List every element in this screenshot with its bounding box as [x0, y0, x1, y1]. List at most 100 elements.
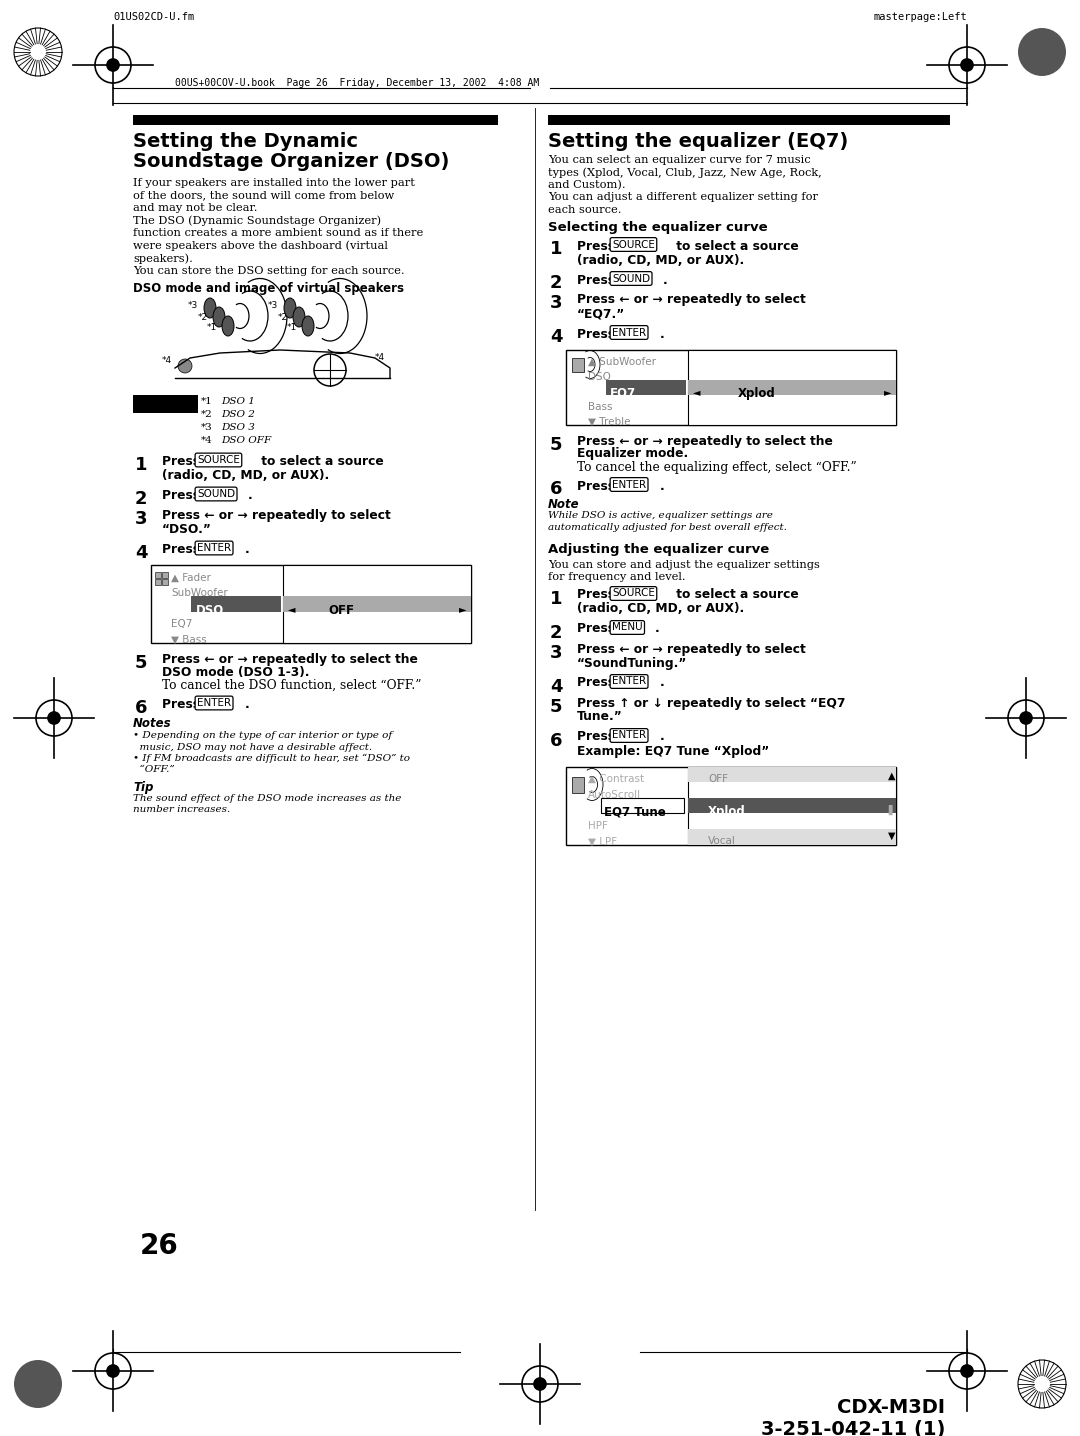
- Text: ►: ►: [885, 386, 891, 396]
- Text: Vocal: Vocal: [708, 836, 735, 846]
- Text: 5: 5: [550, 698, 563, 715]
- Text: ENTER: ENTER: [197, 543, 231, 553]
- Text: ◄: ◄: [693, 386, 701, 396]
- Text: Xplod: Xplod: [708, 806, 746, 819]
- Text: EQ7 Tune: EQ7 Tune: [604, 806, 665, 819]
- Text: Equalizer mode.: Equalizer mode.: [577, 448, 688, 461]
- Text: Press ← or → repeatedly to select: Press ← or → repeatedly to select: [577, 293, 806, 306]
- Text: *3: *3: [201, 424, 213, 432]
- Text: 4: 4: [135, 544, 148, 561]
- Bar: [606, 379, 686, 395]
- Text: *3: *3: [188, 302, 199, 310]
- Text: ▼ Treble: ▼ Treble: [588, 416, 631, 426]
- Text: 3: 3: [550, 643, 563, 662]
- Text: 6: 6: [550, 731, 563, 750]
- Text: *3: *3: [268, 302, 279, 310]
- Text: SOUND: SOUND: [197, 490, 235, 498]
- Text: MENU: MENU: [612, 622, 643, 632]
- Ellipse shape: [222, 316, 234, 336]
- Text: *4: *4: [201, 437, 213, 445]
- Bar: [572, 777, 584, 793]
- Text: To cancel the equalizing effect, select “OFF.”: To cancel the equalizing effect, select …: [577, 461, 856, 474]
- Text: Setting the Dynamic: Setting the Dynamic: [133, 132, 357, 151]
- Text: 2: 2: [550, 623, 563, 642]
- Text: Press: Press: [162, 698, 204, 711]
- Text: While DSO is active, equalizer settings are: While DSO is active, equalizer settings …: [548, 511, 773, 520]
- Text: .: .: [660, 480, 665, 493]
- Text: 2: 2: [550, 274, 563, 293]
- Text: function creates a more ambient sound as if there: function creates a more ambient sound as…: [133, 228, 423, 238]
- Ellipse shape: [204, 299, 216, 317]
- Text: 1: 1: [550, 240, 563, 258]
- Text: Note: Note: [548, 498, 580, 511]
- Text: Selecting the equalizer curve: Selecting the equalizer curve: [548, 221, 768, 234]
- Text: 26: 26: [140, 1232, 179, 1259]
- Text: 6: 6: [550, 481, 563, 498]
- Ellipse shape: [213, 307, 225, 327]
- Text: *4: *4: [162, 356, 172, 365]
- Text: HPF: HPF: [588, 821, 608, 831]
- Text: Press: Press: [577, 622, 619, 636]
- Text: “SoundTuning.”: “SoundTuning.”: [577, 656, 687, 669]
- Circle shape: [48, 712, 60, 724]
- Text: 3: 3: [550, 294, 563, 313]
- Text: ENTER: ENTER: [197, 698, 231, 708]
- Bar: [600, 798, 684, 813]
- Text: 01US02CD-U.fm: 01US02CD-U.fm: [113, 11, 194, 22]
- Text: DSO OFF: DSO OFF: [221, 437, 271, 445]
- Text: Bass: Bass: [588, 402, 612, 412]
- Text: ▲ Fader: ▲ Fader: [171, 573, 211, 583]
- Text: ▐: ▐: [885, 806, 891, 816]
- Text: SubWoofer: SubWoofer: [171, 589, 228, 597]
- Text: SOURCE: SOURCE: [612, 589, 654, 599]
- Text: Press: Press: [577, 676, 619, 689]
- Circle shape: [107, 1366, 119, 1377]
- Text: OFF: OFF: [328, 603, 354, 616]
- Text: *1: *1: [201, 396, 213, 406]
- Text: *1: *1: [207, 323, 217, 332]
- Circle shape: [178, 359, 192, 373]
- Bar: [191, 596, 281, 612]
- Text: ▲: ▲: [888, 771, 895, 781]
- Bar: [688, 379, 896, 395]
- Text: ENTER: ENTER: [612, 676, 646, 686]
- Bar: [283, 596, 471, 612]
- Text: (radio, CD, MD, or AUX).: (radio, CD, MD, or AUX).: [577, 603, 744, 616]
- Text: Setting the equalizer (EQ7): Setting the equalizer (EQ7): [548, 132, 848, 151]
- Bar: [688, 829, 896, 844]
- Text: DSO mode and image of virtual speakers: DSO mode and image of virtual speakers: [133, 281, 404, 294]
- Text: SOURCE: SOURCE: [612, 240, 654, 250]
- Text: 3-251-042-11 (1): 3-251-042-11 (1): [760, 1420, 945, 1436]
- Circle shape: [961, 1366, 973, 1377]
- Text: and Custom).: and Custom).: [548, 180, 625, 191]
- Bar: [566, 767, 896, 844]
- Text: You can store and adjust the equalizer settings: You can store and adjust the equalizer s…: [548, 560, 820, 570]
- Text: ENTER: ENTER: [612, 327, 646, 337]
- Text: Press: Press: [577, 240, 619, 253]
- Text: You can select an equalizer curve for 7 music: You can select an equalizer curve for 7 …: [548, 155, 811, 165]
- Text: ▼ Bass: ▼ Bass: [171, 635, 206, 645]
- Text: 5: 5: [550, 435, 563, 454]
- Text: of the doors, the sound will come from below: of the doors, the sound will come from b…: [133, 191, 394, 201]
- Text: .: .: [660, 676, 665, 689]
- Bar: [688, 767, 896, 783]
- Text: CDX-M3DI: CDX-M3DI: [837, 1399, 945, 1417]
- Text: DSO: DSO: [588, 372, 611, 382]
- Text: ENTER: ENTER: [612, 731, 646, 741]
- Text: 1: 1: [135, 457, 148, 474]
- Bar: [151, 564, 471, 643]
- Text: Press: Press: [577, 327, 619, 340]
- Text: “OFF.”: “OFF.”: [133, 765, 175, 774]
- Text: DSO 1: DSO 1: [221, 396, 255, 406]
- Text: .: .: [245, 543, 249, 556]
- Text: Press: Press: [577, 589, 619, 602]
- Text: AutoScroll: AutoScroll: [588, 790, 642, 800]
- Bar: [688, 349, 896, 425]
- Text: Tip: Tip: [133, 781, 153, 794]
- Text: DSO 2: DSO 2: [221, 411, 255, 419]
- Text: “EQ7.”: “EQ7.”: [577, 307, 625, 320]
- Text: .: .: [248, 490, 253, 503]
- Text: *2: *2: [278, 313, 288, 322]
- Text: The sound effect of the DSO mode increases as the: The sound effect of the DSO mode increas…: [133, 794, 402, 803]
- Text: Xplod: Xplod: [738, 386, 775, 399]
